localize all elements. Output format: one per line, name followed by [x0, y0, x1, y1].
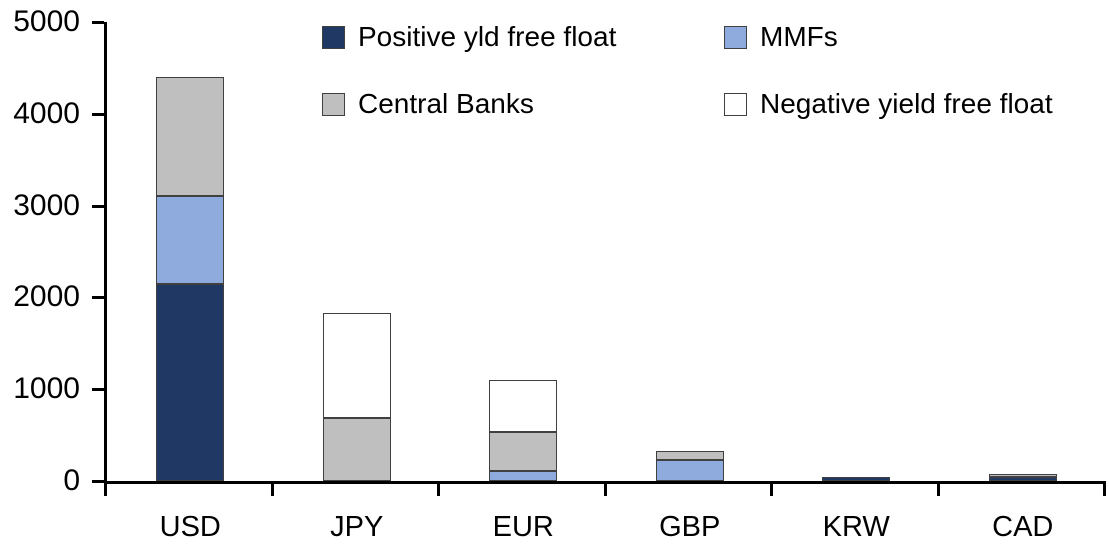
y-axis-tick-label: 5000: [13, 5, 80, 38]
y-axis-tick-label: 4000: [13, 96, 80, 130]
y-axis-tick: [92, 296, 104, 300]
y-axis-tick-label: 0: [63, 464, 80, 497]
y-axis-tick-label: 2000: [13, 280, 80, 314]
bar-segment-central-banks: [156, 77, 225, 197]
bar-segment-positive-yld-free-float: [988, 477, 1057, 481]
bar-segment-central-banks: [322, 417, 391, 481]
legend-label: Positive yld free float: [358, 21, 617, 52]
x-axis-category-label: JPY: [330, 511, 384, 543]
bar-segment-central-banks: [988, 473, 1057, 478]
x-axis-tick: [437, 481, 440, 496]
bar-segment-negative-yield-free-float: [322, 313, 391, 418]
x-axis-category-label: GBP: [659, 511, 721, 543]
x-axis-category-label: KRW: [822, 511, 890, 543]
bar-segment-mmfs: [655, 459, 724, 481]
x-axis-tick: [603, 481, 607, 496]
y-axis-tick: [92, 204, 104, 208]
y-axis-tick: [92, 388, 104, 392]
y-axis-tick: [92, 21, 104, 24]
legend-label: MMFs: [760, 21, 838, 52]
x-axis-category-label: EUR: [492, 511, 554, 543]
legend-swatch-icon: [724, 25, 747, 49]
y-axis-tick: [92, 480, 104, 483]
x-axis-category-label: CAD: [992, 511, 1054, 543]
legend-swatch-icon: [724, 92, 747, 116]
bar-segment-central-banks: [489, 432, 558, 471]
bar-segment-positive-yld-free-float: [156, 283, 225, 481]
y-axis-tick-label: 3000: [13, 188, 80, 222]
bar-segment-central-banks: [655, 450, 724, 460]
x-axis-tick: [770, 481, 773, 496]
legend-item-negative-yield-free-float: Negative yield free float: [724, 88, 1053, 119]
bar-segment-mmfs: [489, 470, 558, 481]
x-axis-category-label: USD: [159, 511, 221, 543]
legend-label: Central Banks: [358, 88, 534, 119]
x-axis-tick: [270, 481, 274, 496]
bar-segment-positive-yld-free-float: [822, 476, 891, 481]
x-axis-tick: [104, 481, 107, 496]
legend-swatch-icon: [322, 92, 345, 116]
y-axis-tick-label: 1000: [13, 372, 80, 406]
legend-label: Negative yield free float: [760, 88, 1053, 119]
y-axis-tick: [92, 112, 104, 116]
x-axis-tick: [936, 481, 940, 496]
legend-item-mmfs: MMFs: [724, 21, 838, 52]
x-axis-tick: [1103, 481, 1106, 496]
legend-swatch-icon: [322, 25, 345, 49]
bar-segment-mmfs: [156, 196, 225, 284]
legend-item-central-banks: Central Banks: [322, 88, 534, 119]
bar-segment-negative-yield-free-float: [489, 380, 558, 433]
legend-item-positive-yld-free-float: Positive yld free float: [322, 21, 617, 52]
y-axis-line: [104, 22, 107, 484]
